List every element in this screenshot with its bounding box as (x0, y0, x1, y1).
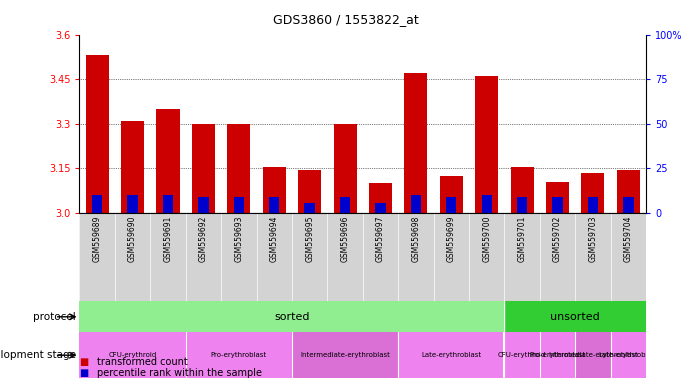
Bar (227, 124, 250, 213)
Bar (369, 184, 392, 213)
Text: Late-erythroblast: Late-erythroblast (598, 352, 659, 358)
Text: GSM559693: GSM559693 (234, 216, 243, 262)
Bar (121, 121, 144, 213)
Text: GSM559698: GSM559698 (411, 216, 420, 262)
Bar (552, 197, 562, 213)
Bar (504, 332, 540, 378)
Bar (581, 173, 605, 213)
Text: GSM559699: GSM559699 (447, 216, 456, 262)
Bar (446, 197, 457, 213)
Bar (546, 182, 569, 213)
Text: GSM559695: GSM559695 (305, 216, 314, 262)
Bar (86, 55, 108, 213)
Text: GSM559692: GSM559692 (199, 216, 208, 262)
Bar (475, 76, 498, 213)
Text: unsorted: unsorted (551, 312, 600, 322)
Text: development stage: development stage (0, 350, 76, 360)
Text: CFU-erythroid: CFU-erythroid (108, 352, 157, 358)
Text: GDS3860 / 1553822_at: GDS3860 / 1553822_at (273, 13, 418, 26)
Text: Intermediate-erythroblast: Intermediate-erythroblast (548, 352, 638, 358)
Bar (156, 109, 180, 213)
Text: Late-erythroblast: Late-erythroblast (422, 352, 482, 358)
Bar (617, 170, 640, 213)
Bar (127, 195, 138, 213)
Bar (398, 332, 504, 378)
Bar (404, 73, 428, 213)
Bar (79, 301, 504, 332)
Bar (575, 332, 611, 378)
Bar (305, 203, 315, 213)
Text: GSM559696: GSM559696 (341, 216, 350, 262)
Text: Pro-erythroblast: Pro-erythroblast (211, 352, 267, 358)
Bar (192, 124, 215, 213)
Bar (517, 197, 527, 213)
Bar (588, 197, 598, 213)
Text: Pro-erythroblast: Pro-erythroblast (529, 352, 585, 358)
Bar (340, 197, 350, 213)
Bar (292, 332, 398, 378)
Bar (511, 167, 533, 213)
Text: ■: ■ (79, 357, 88, 367)
Text: GSM559702: GSM559702 (553, 216, 562, 262)
Bar (482, 195, 492, 213)
Bar (269, 197, 279, 213)
Text: GSM559694: GSM559694 (269, 216, 278, 262)
Bar (504, 301, 646, 332)
Text: percentile rank within the sample: percentile rank within the sample (97, 368, 262, 378)
Text: GSM559704: GSM559704 (624, 216, 633, 262)
Text: protocol: protocol (33, 312, 76, 322)
Bar (540, 332, 575, 378)
Text: CFU-erythroid: CFU-erythroid (498, 352, 547, 358)
Bar (198, 197, 209, 213)
Text: GSM559700: GSM559700 (482, 216, 491, 262)
Text: GSM559697: GSM559697 (376, 216, 385, 262)
Bar (623, 197, 634, 213)
Bar (334, 124, 357, 213)
Text: GSM559689: GSM559689 (93, 216, 102, 262)
Bar (163, 195, 173, 213)
Bar (234, 197, 244, 213)
Text: GSM559690: GSM559690 (128, 216, 137, 262)
Text: GSM559691: GSM559691 (164, 216, 173, 262)
Bar (611, 332, 646, 378)
Bar (263, 167, 286, 213)
Text: GSM559701: GSM559701 (518, 216, 527, 262)
Bar (298, 170, 321, 213)
Bar (375, 203, 386, 213)
Text: sorted: sorted (274, 312, 310, 322)
Text: Intermediate-erythroblast: Intermediate-erythroblast (300, 352, 390, 358)
Bar (186, 332, 292, 378)
Text: transformed count: transformed count (97, 357, 187, 367)
Bar (92, 195, 102, 213)
Bar (439, 176, 463, 213)
Text: GSM559703: GSM559703 (589, 216, 598, 262)
Text: ■: ■ (79, 368, 88, 378)
Bar (410, 195, 421, 213)
Bar (79, 332, 186, 378)
